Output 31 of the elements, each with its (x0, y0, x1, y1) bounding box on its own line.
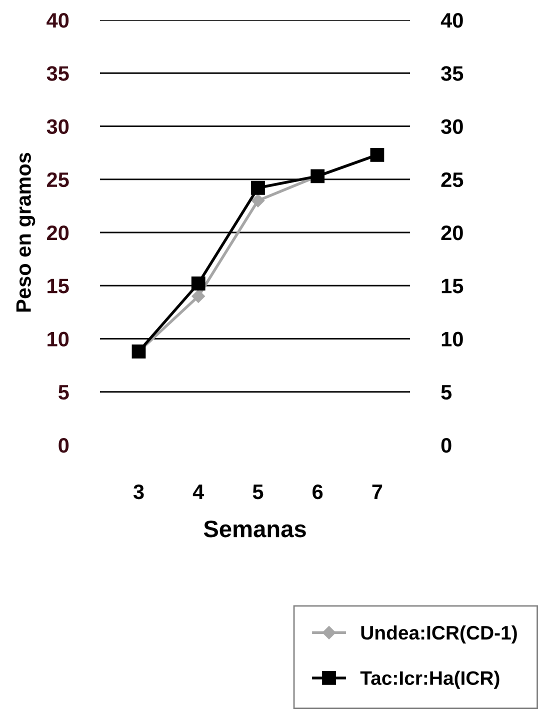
y-tick-label: 15 (48, 278, 69, 294)
x-tick-label: 5 (252, 484, 264, 500)
point (191, 276, 206, 290)
x-tick-label: 3 (133, 484, 144, 500)
point (251, 194, 265, 208)
x-axis-title: Semanas (204, 520, 306, 538)
y2-tick-label: 35 (441, 66, 464, 81)
y2-tick-label: 30 (441, 119, 463, 134)
y2-tick-label: 40 (440, 13, 463, 28)
legend-label: Tac:Icr:Ha(ICR) (360, 670, 500, 689)
y-axis-title: Peso en gramos (16, 152, 36, 312)
x-tick-label: 4 (192, 484, 204, 499)
point (192, 290, 205, 303)
point (251, 180, 265, 195)
y-tick-label: 0 (58, 438, 69, 453)
y2-tick-label: 0 (441, 438, 452, 453)
x-tick-label: 7 (372, 484, 382, 499)
y2-tick-label: 20 (441, 226, 463, 240)
y-tick-label: 30 (46, 119, 69, 134)
y-tick-label: 10 (48, 332, 69, 347)
y2-tick-label: 5 (441, 385, 452, 400)
x-tick-label: 6 (312, 484, 323, 500)
y-tick-label: 35 (46, 66, 69, 81)
y-tick-label: 25 (46, 172, 69, 188)
y2-tick-label: 15 (442, 278, 464, 294)
y2-tick-label: 25 (441, 172, 464, 188)
y-tick-label: 20 (46, 226, 69, 240)
y-tick-label: 40 (46, 13, 69, 28)
y2-tick-label: 10 (442, 332, 463, 347)
legend-label: Undea:ICR(CD-1) (361, 625, 517, 644)
y-tick-label: 5 (58, 385, 69, 400)
